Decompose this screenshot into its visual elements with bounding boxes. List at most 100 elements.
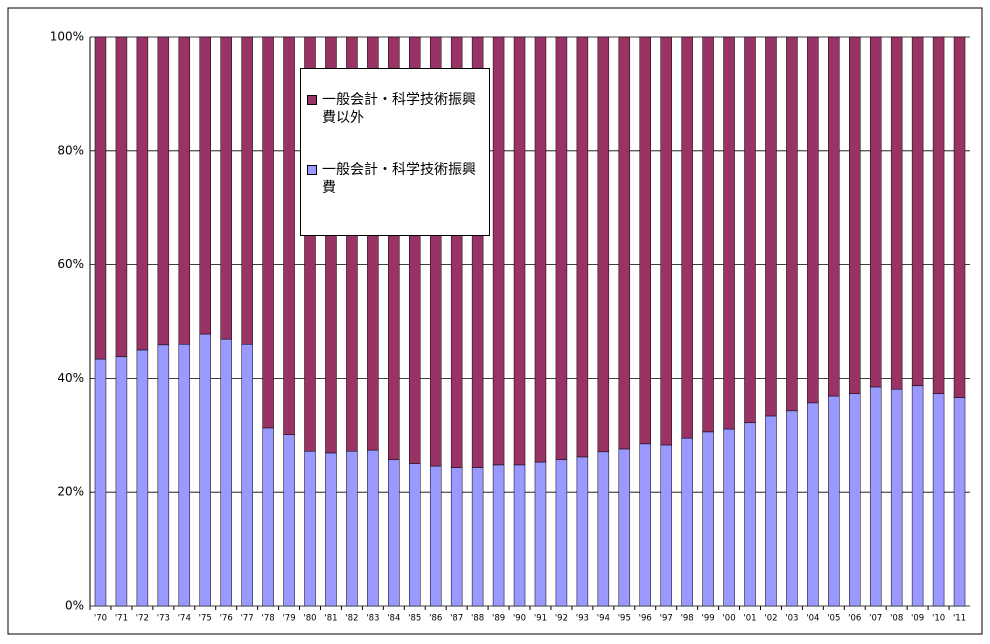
x-tick-label: '06 xyxy=(848,614,861,624)
x-tick-label: '71 xyxy=(115,614,128,624)
bar-segment xyxy=(115,36,128,358)
x-tick-label: '02 xyxy=(764,614,777,624)
x-tick-label: '97 xyxy=(660,614,673,624)
x-tick-label: '01 xyxy=(743,614,756,624)
bar-segment xyxy=(136,349,149,607)
bar-segment xyxy=(786,36,798,412)
bar-segment xyxy=(450,467,463,607)
bar-segment xyxy=(513,464,526,607)
bar-segment xyxy=(534,36,547,463)
x-tick-label: '75 xyxy=(199,614,212,624)
x-tick-label: '79 xyxy=(282,614,295,624)
bar-segment xyxy=(199,333,211,607)
legend: 一般会計・科学技術振興費以外 一般会計・科学技術振興費 xyxy=(300,68,490,236)
y-tick-label: 0% xyxy=(65,599,84,613)
bar-segment xyxy=(849,393,861,607)
x-tick-label: '00 xyxy=(722,614,735,624)
bar-segment xyxy=(765,36,777,417)
bar-segment xyxy=(597,451,610,607)
y-tick-label: 40% xyxy=(57,371,84,385)
legend-label: 一般会計・科学技術振興費 xyxy=(322,162,476,196)
bar-segment xyxy=(828,395,840,607)
x-tick-label: '72 xyxy=(136,614,149,624)
bar-segment xyxy=(325,36,337,454)
bar-segment xyxy=(429,36,442,467)
bar-segment xyxy=(283,434,295,607)
bar-segment xyxy=(953,397,966,607)
bar-segment xyxy=(115,356,128,607)
x-tick-label: '84 xyxy=(387,614,400,624)
bar-segment xyxy=(199,36,211,335)
x-tick-label: '81 xyxy=(324,614,337,624)
bar-segment xyxy=(786,410,798,607)
bar-segment xyxy=(94,358,107,607)
y-tick-label: 80% xyxy=(57,143,84,157)
bar-segment xyxy=(618,448,631,607)
bar-segment xyxy=(325,452,337,607)
bar-segment xyxy=(429,465,442,607)
x-tick-label: '04 xyxy=(806,614,819,624)
x-tick-label: '93 xyxy=(576,614,589,624)
bar-segment xyxy=(262,36,274,429)
legend-item: 一般会計・科学技術振興費 xyxy=(307,161,483,197)
bar-segment xyxy=(639,443,651,607)
bar-segment xyxy=(702,431,714,607)
bar-segment xyxy=(681,36,693,439)
bar-segment xyxy=(241,36,253,345)
bar-segment xyxy=(744,422,756,607)
bar-segment xyxy=(178,36,191,345)
bar-segment xyxy=(346,450,358,607)
x-tick-label: '09 xyxy=(911,614,924,624)
x-tick-label: '95 xyxy=(618,614,631,624)
x-tick-label: '83 xyxy=(366,614,379,624)
bar-segment xyxy=(911,385,924,607)
bar-segment xyxy=(911,36,924,387)
x-tick-label: '08 xyxy=(890,614,903,624)
y-tick-label: 100% xyxy=(50,30,84,44)
bar-segment xyxy=(723,36,735,430)
bar-segment xyxy=(534,461,547,607)
bar-segment xyxy=(304,36,316,452)
bar-segment xyxy=(660,444,672,607)
x-tick-label: '07 xyxy=(869,614,882,624)
bar-segment xyxy=(283,36,295,435)
bar-segment xyxy=(492,464,505,607)
legend-swatch xyxy=(307,95,317,105)
x-tick-label: '89 xyxy=(492,614,505,624)
x-tick-label: '86 xyxy=(429,614,442,624)
bar-segment xyxy=(639,36,651,445)
bar-segment xyxy=(409,36,421,464)
y-tick-label: 20% xyxy=(57,485,84,499)
bar-segment xyxy=(555,459,568,607)
x-tick-label: '99 xyxy=(702,614,715,624)
bar-segment xyxy=(807,36,819,404)
y-tick-label: 60% xyxy=(57,257,84,271)
x-tick-label: '90 xyxy=(513,614,526,624)
x-tick-label: '03 xyxy=(785,614,798,624)
bar-segment xyxy=(157,36,170,346)
bar-segment xyxy=(157,344,170,607)
x-tick-label: '96 xyxy=(639,614,652,624)
x-tick-label: '94 xyxy=(597,614,610,624)
bar-segment xyxy=(576,36,589,458)
x-tick-label: '87 xyxy=(450,614,463,624)
bar-segment xyxy=(597,36,610,453)
bar-segment xyxy=(849,36,861,395)
x-tick-label: '77 xyxy=(241,614,254,624)
legend-label: 一般会計・科学技術振興費以外 xyxy=(322,92,476,126)
bar-segment xyxy=(450,36,463,468)
bar-segment xyxy=(388,36,400,461)
bar-segment xyxy=(220,36,232,340)
bar-segment xyxy=(723,428,735,607)
x-tick-label: '74 xyxy=(178,614,191,624)
bar-segment xyxy=(136,36,149,351)
bar-segment xyxy=(660,36,672,446)
x-tick-label: '92 xyxy=(555,614,568,624)
bar-segment xyxy=(932,36,945,395)
bar-segment xyxy=(953,36,966,398)
x-tick-label: '11 xyxy=(953,614,966,624)
bar-segment xyxy=(807,402,819,607)
x-tick-label: '70 xyxy=(94,614,107,624)
bar-segment xyxy=(932,393,945,607)
bar-segment xyxy=(869,36,882,388)
